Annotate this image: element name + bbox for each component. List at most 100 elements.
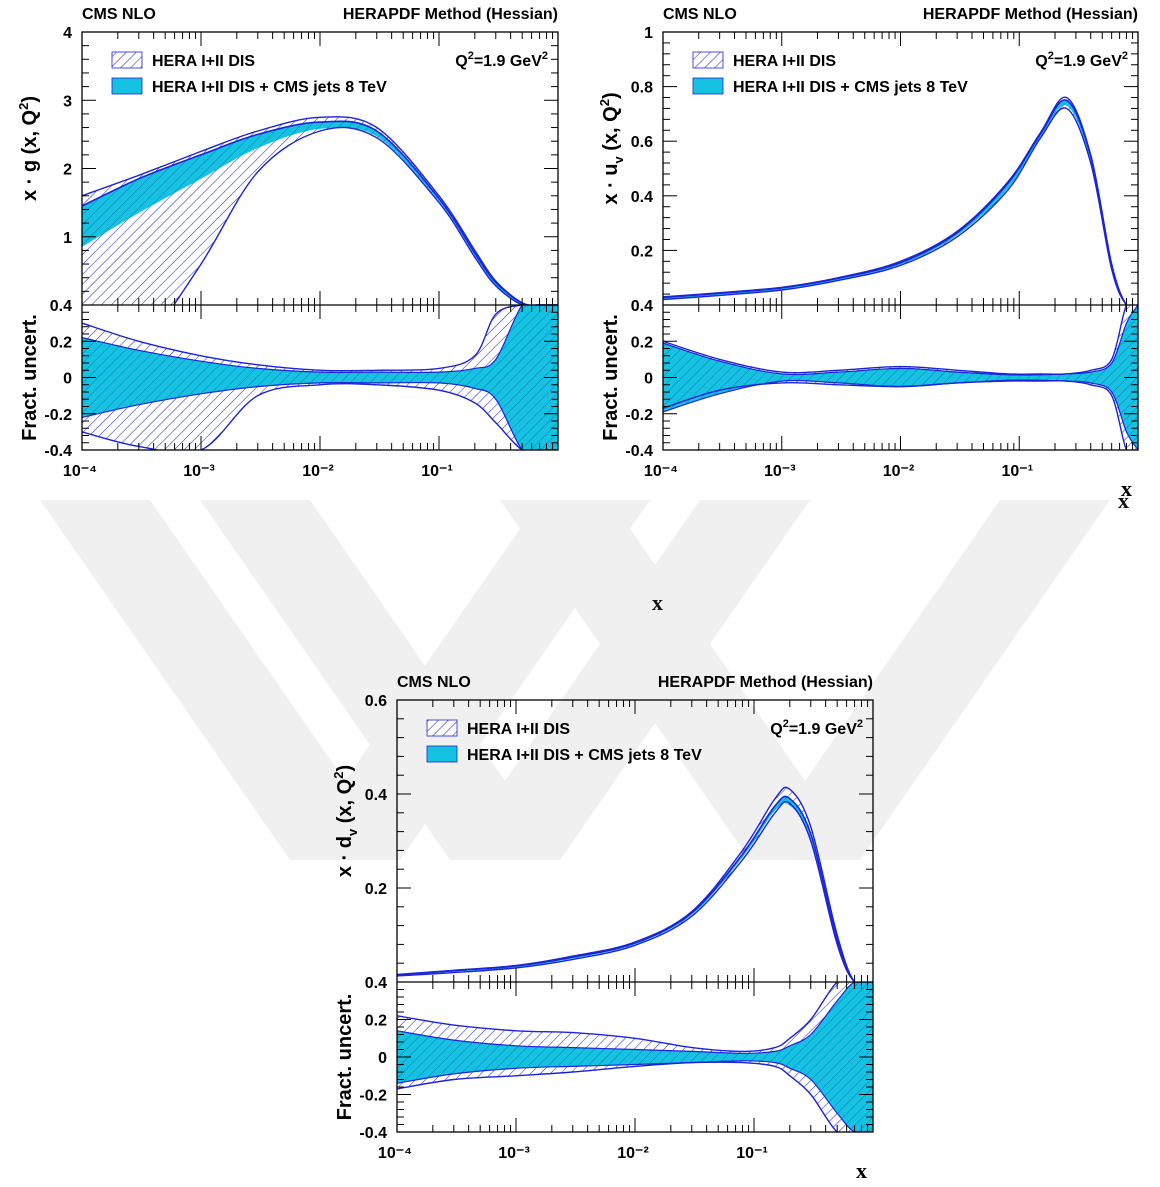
main-panel-u_valence [663, 96, 1138, 305]
ratio-panel-u_valence [663, 305, 1138, 450]
watermark-chevron-1 [290, 500, 650, 860]
y-tick-label-ratio: 0.4 [50, 298, 72, 315]
header-left: CMS NLO [663, 6, 737, 23]
legend-label-hera: HERA I+II DIS [733, 53, 836, 70]
y-tick-label-ratio: -0.4 [44, 443, 72, 460]
y-tick-label-main: 1 [644, 25, 653, 42]
combined-ratio-upper-line [82, 305, 558, 373]
y-tick-label-main: 0.4 [631, 189, 653, 206]
x-tick-label: 10⁻¹ [421, 463, 453, 480]
header-right: HERAPDF Method (Hessian) [658, 674, 873, 691]
combined-ratio-lower-line [82, 381, 558, 450]
ratio-panel-gluon [82, 305, 558, 450]
x-ticks [81, 32, 554, 450]
y-tick-label-ratio: 0.2 [631, 334, 653, 351]
y-axis-title-main: x · dv (x, Q2) [331, 765, 360, 877]
q2-annotation: Q2=1.9 GeV2 [455, 50, 548, 70]
y-tick-label-ratio: 0.4 [631, 298, 653, 315]
combined-band-main-hatch [82, 121, 558, 305]
legend-label-hera: HERA I+II DIS [152, 53, 255, 70]
legend-label-combined: HERA I+II DIS + CMS jets 8 TeV [467, 747, 702, 764]
watermark-chevron-4 [500, 500, 860, 860]
x-ticks [662, 32, 1134, 450]
watermark-chevrons [40, 500, 1110, 860]
watermark-chevron-2 [200, 500, 560, 860]
x-tick-label: 10⁻⁴ [378, 1145, 412, 1162]
hera-upper-line [663, 96, 1138, 305]
x-tick-label: 10⁻³ [764, 463, 796, 480]
hera-ratio-lower-line [663, 380, 1138, 450]
hera-band-main [397, 787, 873, 982]
hera-ratio-lower-line [82, 383, 558, 450]
main-panel-d_valence [397, 786, 873, 982]
y-tick-label-main: 1 [63, 230, 72, 247]
x-tick-label: 10⁻² [883, 463, 915, 480]
combined-upper-line [397, 795, 873, 982]
y-tick-label-ratio: -0.4 [359, 1125, 387, 1142]
y-tick-label-main: 0.4 [365, 787, 387, 804]
y-tick-label-main: 0.6 [631, 134, 653, 151]
combined-band-ratio-hatch [82, 305, 558, 450]
header-right: HERAPDF Method (Hessian) [343, 6, 558, 23]
chart-u_valence: 10⁻⁴ 10⁻³ 10⁻² 10⁻¹ 0.2 0.4 0.6 0.8 1 -0.4 -0.2 0 0.… [597, 6, 1139, 501]
y-tick-label-ratio: 0 [378, 1050, 387, 1067]
chart-gluon: 10⁻⁴ 10⁻³ 10⁻² 10⁻¹ 1 2 3 4 -0.4 -0.2 0 0.2 0.4 CMS N… [16, 6, 559, 480]
x-tick-label: 10⁻² [302, 463, 334, 480]
y-tick-label-ratio: 0.2 [365, 1013, 387, 1030]
legend-swatch-hera [111, 51, 143, 69]
watermark-chevron-5 [750, 500, 1110, 860]
y-tick-label-ratio: 0 [63, 371, 72, 388]
x-tick-label: 10⁻¹ [1001, 463, 1033, 480]
ratio-panel-d_valence [397, 982, 873, 1132]
header-right: HERAPDF Method (Hessian) [923, 6, 1138, 23]
hera-ratio-lower-line [397, 1061, 873, 1132]
free-x-label-2: x [652, 590, 663, 615]
combined-band-main [663, 100, 1138, 305]
hera-band-main [663, 97, 1138, 305]
header-left: CMS NLO [397, 674, 471, 691]
x-tick-label: 10⁻⁴ [644, 463, 678, 480]
hera-ratio-upper-line [397, 982, 873, 1053]
legend-swatch-combined [426, 745, 458, 763]
y-tick-label-ratio: -0.4 [625, 443, 653, 460]
y-tick-label-ratio: -0.2 [625, 407, 653, 424]
free-x-label-1: x [1118, 488, 1129, 513]
x-tick-label: 10⁻³ [498, 1145, 530, 1162]
y-axis-title-main: x · g (x, Q2) [16, 96, 41, 201]
y-axis-title-ratio: Fract. uncert. [334, 994, 356, 1121]
y-axis-title-ratio: Fract. uncert. [600, 314, 622, 441]
x-tick-label: 10⁻³ [183, 463, 215, 480]
x-axis-title: x [856, 1158, 867, 1183]
legend-label-combined: HERA I+II DIS + CMS jets 8 TeV [733, 79, 968, 96]
legend-label-hera: HERA I+II DIS [467, 721, 570, 738]
combined-ratio-lower-line [663, 379, 1138, 450]
chart-d_valence: 10⁻⁴ 10⁻³ 10⁻² 10⁻¹ 0.2 0.4 0.6 -0.4 -0.2 0 0.2 0.4… [331, 674, 874, 1183]
y-tick-label-main: 0.8 [631, 80, 653, 97]
combined-upper-line [663, 99, 1138, 305]
y-tick-label-main: 4 [63, 25, 72, 42]
combined-band-main-hatch [663, 100, 1138, 305]
q2-annotation: Q2=1.9 GeV2 [770, 718, 863, 738]
y-axis-title-ratio: Fract. uncert. [19, 314, 41, 441]
y-tick-label-main: 3 [63, 93, 72, 110]
y-tick-label-main: 0.6 [365, 693, 387, 710]
hera-lower-line [397, 800, 873, 982]
y-axis-title-main: x · uv (x, Q2) [597, 92, 626, 204]
combined-ratio-upper-line [663, 305, 1138, 376]
legend-swatch-hera [426, 719, 458, 737]
x-ticks [396, 700, 869, 1132]
hera-ratio-upper-line [82, 305, 558, 372]
combined-band-ratio-hatch [663, 305, 1138, 450]
y-tick-label-ratio: 0.4 [365, 975, 387, 992]
legend-swatch-hera [692, 51, 724, 69]
y-tick-label-main: 0.2 [365, 881, 387, 898]
watermark-chevron-0 [40, 500, 400, 860]
q2-annotation: Q2=1.9 GeV2 [1035, 50, 1128, 70]
y-tick-label-main: 0.2 [631, 243, 653, 260]
combined-ratio-upper-line [397, 982, 873, 1054]
combined-ratio-lower-line [397, 1060, 873, 1132]
combined-band-ratio-hatch [397, 982, 873, 1132]
legend-swatch-combined [692, 77, 724, 95]
x-tick-label: 10⁻¹ [736, 1145, 768, 1162]
